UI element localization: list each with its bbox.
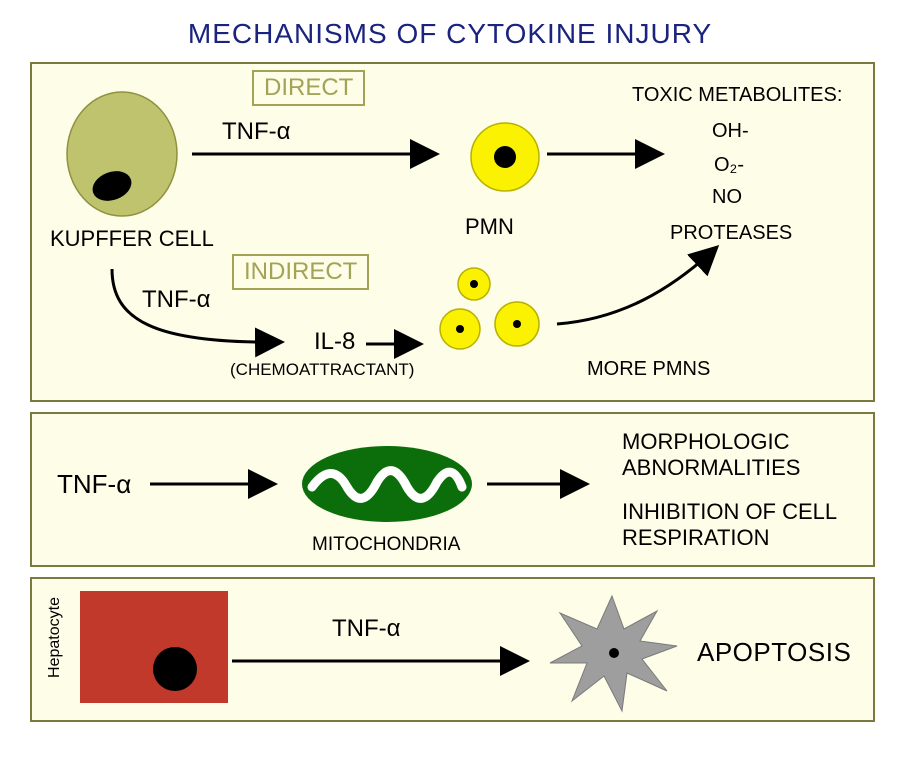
il8-label: IL-8 — [314, 328, 355, 356]
tnf-alpha-hep: TNF-α — [332, 615, 401, 643]
arrow-il8-pmns — [366, 332, 436, 362]
hepatocyte-label: Hepatocyte — [46, 597, 64, 678]
arrow-hep-apoptosis — [232, 649, 542, 679]
arrow-curve-il8 — [102, 264, 302, 364]
metabolite-oh: OH- — [712, 120, 749, 143]
mitochondria-icon — [297, 442, 477, 527]
arrow-pmn-toxic — [547, 142, 677, 172]
respiration-label: INHIBITION OF CELL RESPIRATION — [622, 499, 872, 551]
metabolite-no: NO — [712, 186, 742, 209]
toxic-header: TOXIC METABOLITES: — [632, 84, 842, 107]
panel-top: KUPFFER CELL DIRECT INDIRECT TNF-α PMN — [30, 62, 875, 402]
more-pmns-label: MORE PMNS — [587, 358, 710, 381]
small-pmns-icon — [432, 259, 572, 369]
mitochondria-label: MITOCHONDRIA — [312, 534, 460, 556]
chemoattractant-label: (CHEMOATTRACTANT) — [230, 360, 414, 380]
pmn-cell-icon — [467, 119, 547, 199]
hepatocyte-icon — [80, 591, 230, 706]
page-title: MECHANISMS OF CYTOKINE INJURY — [0, 0, 900, 50]
pmn-label: PMN — [465, 214, 514, 240]
apoptosis-icon — [542, 591, 682, 716]
apoptosis-label: APOPTOSIS — [697, 637, 851, 668]
tnf-alpha-mito: TNF-α — [57, 469, 131, 500]
panel-middle: TNF-α MITOCHONDRIA MORPHOLOGIC ABNORMALI… — [30, 412, 875, 567]
arrow-tnf-mito — [150, 472, 290, 502]
kupffer-label: KUPFFER CELL — [50, 226, 214, 252]
panel-bottom: Hepatocyte TNF-α APOPTOSIS — [30, 577, 875, 722]
kupffer-cell-icon — [57, 94, 187, 224]
direct-badge: DIRECT — [252, 70, 365, 106]
morphologic-label: MORPHOLOGIC ABNORMALITIES — [622, 429, 872, 481]
arrow-direct — [192, 142, 452, 172]
arrow-pmns-proteases — [552, 239, 732, 339]
metabolite-o2: O₂- — [714, 154, 744, 177]
arrow-mito-out — [487, 472, 602, 502]
